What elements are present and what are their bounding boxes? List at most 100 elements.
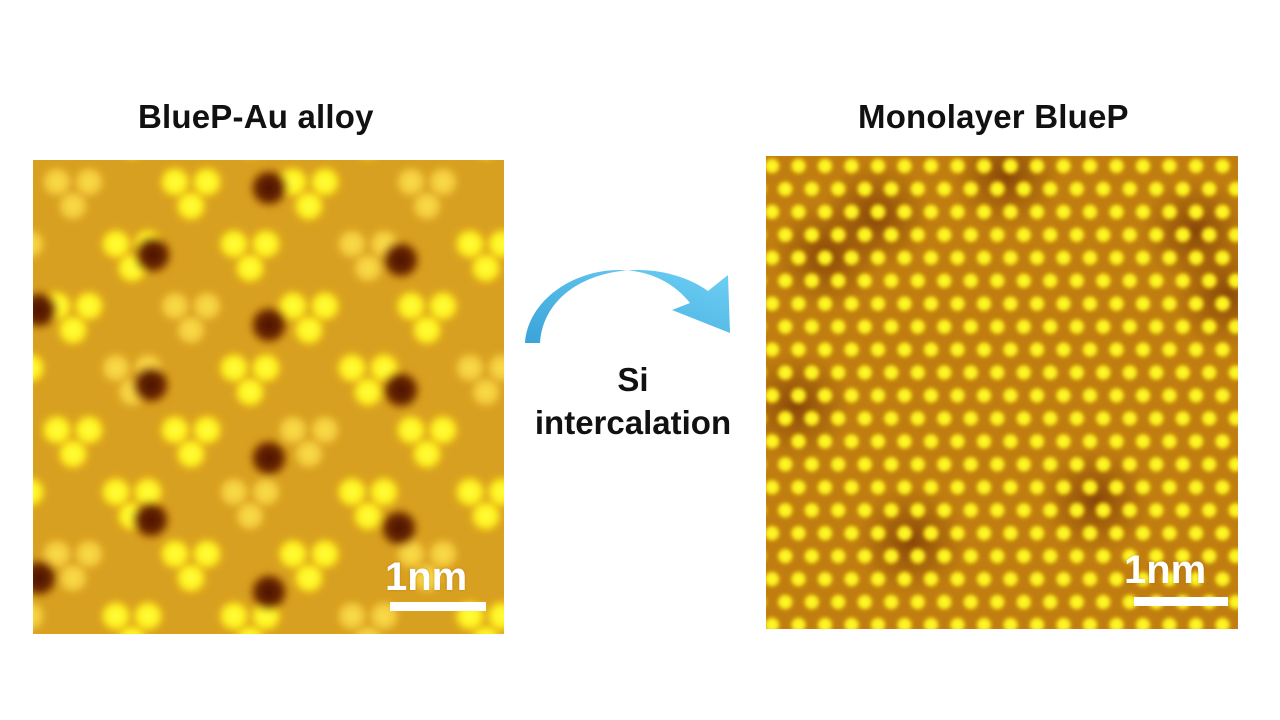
stm-atom (814, 568, 836, 590)
stm-atom (1039, 407, 1061, 429)
stm-atom (1212, 201, 1233, 223)
stm-atom (1026, 201, 1048, 223)
stm-atom (986, 362, 1008, 384)
stm-atom (1225, 270, 1238, 292)
stm-atom (973, 522, 995, 544)
stm-atom (1013, 224, 1035, 246)
stm-atom (1185, 476, 1207, 498)
stm-atom (1106, 293, 1127, 315)
right-panel-title: Monolayer BlueP (858, 98, 1129, 135)
stm-atom (894, 476, 915, 498)
stm-atom (1212, 476, 1233, 498)
stm-atom (1066, 591, 1088, 613)
stm-atom (841, 384, 862, 406)
stm-atom (1198, 178, 1220, 200)
stm-atom (1000, 201, 1021, 223)
stm-atom (960, 316, 982, 338)
stm-atom (841, 156, 862, 177)
stm-atom (841, 430, 862, 452)
stm-atom (894, 156, 915, 177)
stm-atom (801, 407, 823, 429)
stm-atom (1053, 339, 1074, 361)
stm-atom (1026, 339, 1048, 361)
stm-atom (1013, 270, 1035, 292)
stm-atom (880, 270, 902, 292)
stm-atom (1159, 568, 1180, 590)
stm-atom (1000, 247, 1021, 269)
stm-atom (1066, 499, 1088, 521)
stm-atom (1225, 453, 1238, 475)
stm-atom (1039, 362, 1061, 384)
stm-atom (854, 545, 876, 567)
stm-atom (1079, 339, 1101, 361)
stm-atom (766, 456, 770, 472)
stm-atom (1185, 156, 1207, 177)
stm-atom (920, 247, 942, 269)
stm-atom (827, 499, 849, 521)
stm-atom (801, 362, 823, 384)
stm-atom (1212, 522, 1233, 544)
stm-atom (933, 362, 955, 384)
stm-atom (986, 224, 1008, 246)
stm-atom (933, 178, 955, 200)
stm-atom (1198, 545, 1220, 567)
stm-lobe (351, 622, 385, 634)
stm-atom (1119, 178, 1141, 200)
left-scale-label: 1nm (385, 555, 468, 599)
stm-atom (814, 430, 836, 452)
stm-atom (1212, 384, 1233, 406)
stm-atom (1106, 201, 1127, 223)
stm-atom (1132, 522, 1154, 544)
stm-atom (1106, 247, 1127, 269)
stm-atom (867, 522, 889, 544)
stm-atom (1106, 156, 1127, 177)
stm-atom (907, 453, 929, 475)
stm-atom (1066, 362, 1088, 384)
stm-atom (766, 594, 770, 610)
stm-atom (1132, 384, 1154, 406)
stm-atom (907, 591, 929, 613)
stm-atom (1225, 591, 1238, 613)
stm-atom (1053, 384, 1074, 406)
stm-atom (867, 476, 889, 498)
stm-atom (986, 453, 1008, 475)
stm-atom (907, 316, 929, 338)
stm-atom (1119, 316, 1141, 338)
stm-atom (1026, 384, 1048, 406)
stm-atom (1225, 407, 1238, 429)
stm-atom (841, 568, 862, 590)
stm-lobe (291, 560, 327, 596)
stm-atom (986, 178, 1008, 200)
stm-atom (1106, 339, 1127, 361)
stm-atom (766, 522, 783, 544)
stm-atom (1013, 178, 1035, 200)
stm-atom (1159, 247, 1180, 269)
stm-atom (788, 339, 809, 361)
stm-atom (774, 407, 796, 429)
stm-atom (766, 502, 770, 518)
stm-atom (1092, 453, 1114, 475)
process-label: Si intercalation (518, 358, 748, 444)
stm-atom (774, 591, 796, 613)
stm-atom (1132, 568, 1154, 590)
stm-atom (960, 178, 982, 200)
stm-atom (907, 224, 929, 246)
stm-atom (854, 591, 876, 613)
stm-atom (1026, 476, 1048, 498)
stm-atom (1026, 293, 1048, 315)
stm-atom (801, 316, 823, 338)
stm-atom (1106, 476, 1127, 498)
stm-atom (1172, 362, 1194, 384)
stm-atom (1198, 453, 1220, 475)
stm-atom (774, 453, 796, 475)
stm-atom (986, 499, 1008, 521)
stm-atom (933, 270, 955, 292)
stm-atom (814, 614, 836, 629)
stm-atom (867, 293, 889, 315)
stm-atom (947, 384, 968, 406)
stm-lobe (359, 160, 377, 162)
stm-atom (973, 201, 995, 223)
stm-atom (1000, 384, 1021, 406)
stm-atom (1145, 545, 1167, 567)
stm-atom (1039, 270, 1061, 292)
